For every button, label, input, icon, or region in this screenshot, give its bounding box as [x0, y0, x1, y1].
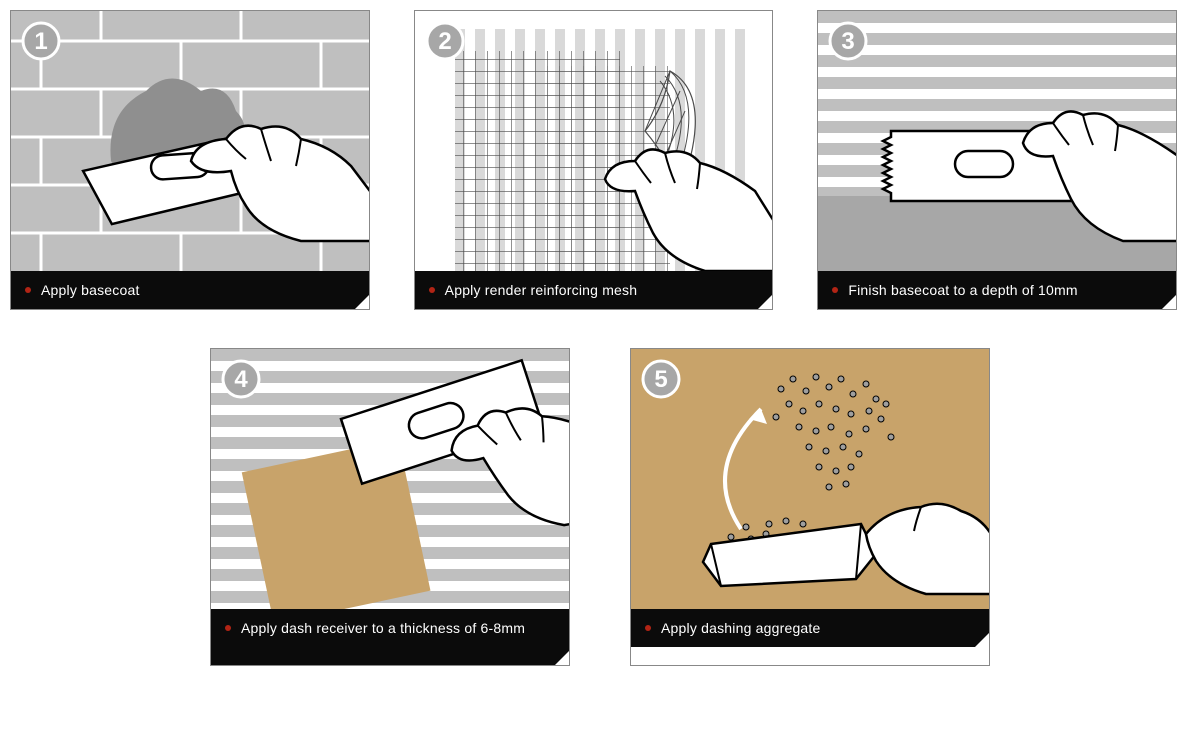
corner-cut-icon: [555, 651, 569, 665]
step-badge-5: 5: [641, 359, 681, 399]
panel-5-caption: Apply dashing aggregate: [631, 609, 989, 647]
hand-mesh-icon: [415, 11, 773, 271]
panel-3-caption: Finish basecoat to a depth of 10mm: [818, 271, 1176, 309]
bullet-icon: [832, 287, 838, 293]
step-badge-4: 4: [221, 359, 261, 399]
bullet-icon: [225, 625, 231, 631]
panel-3-image: 3: [818, 11, 1176, 271]
bullet-icon: [25, 287, 31, 293]
step-badge-2: 2: [425, 21, 465, 61]
badge-number: 1: [34, 28, 47, 55]
notched-trowel-icon: [818, 11, 1176, 271]
panel-5: 5 Apply dashing aggregate: [630, 348, 990, 666]
panel-2-image: 2: [415, 11, 773, 271]
caption-text-1: Apply basecoat: [41, 281, 140, 299]
panel-1-caption: Apply basecoat: [11, 271, 369, 309]
scoop-hand-icon: [631, 349, 989, 609]
step-badge-1: 1: [21, 21, 61, 61]
corner-cut-icon: [975, 633, 989, 647]
bullet-icon: [645, 625, 651, 631]
trowel-hand-icon: [11, 11, 369, 271]
row-1: 1 Apply basecoat: [0, 10, 1177, 310]
panel-1: 1 Apply basecoat: [10, 10, 370, 310]
row-2: 4 Apply dash receiver to a thickness of …: [0, 348, 1177, 666]
badge-number: 3: [842, 28, 855, 55]
panel-3: 3 Finish basecoat to a depth of 10mm: [817, 10, 1177, 310]
panel-2-caption: Apply render reinforcing mesh: [415, 271, 773, 309]
caption-text-2: Apply render reinforcing mesh: [445, 281, 638, 299]
caption-text-4: Apply dash receiver to a thickness of 6-…: [241, 619, 525, 637]
brick-background: [11, 11, 369, 271]
caption-text-3: Finish basecoat to a depth of 10mm: [848, 281, 1077, 299]
caption-text-5: Apply dashing aggregate: [661, 619, 821, 637]
badge-number: 4: [234, 366, 248, 393]
step-badge-3: 3: [828, 21, 868, 61]
panel-4-image: 4: [211, 349, 569, 609]
panel-1-image: 1: [11, 11, 369, 271]
panel-4-caption: Apply dash receiver to a thickness of 6-…: [211, 609, 569, 665]
badge-number: 2: [438, 28, 451, 55]
trowel-angled-icon: [211, 349, 569, 609]
corner-cut-icon: [1162, 295, 1176, 309]
badge-number: 5: [654, 366, 667, 393]
bullet-icon: [429, 287, 435, 293]
panel-4: 4 Apply dash receiver to a thickness of …: [210, 348, 570, 666]
panel-5-image: 5: [631, 349, 989, 609]
panel-2: 2 Apply render reinforcing mesh: [414, 10, 774, 310]
corner-cut-icon: [355, 295, 369, 309]
corner-cut-icon: [758, 295, 772, 309]
